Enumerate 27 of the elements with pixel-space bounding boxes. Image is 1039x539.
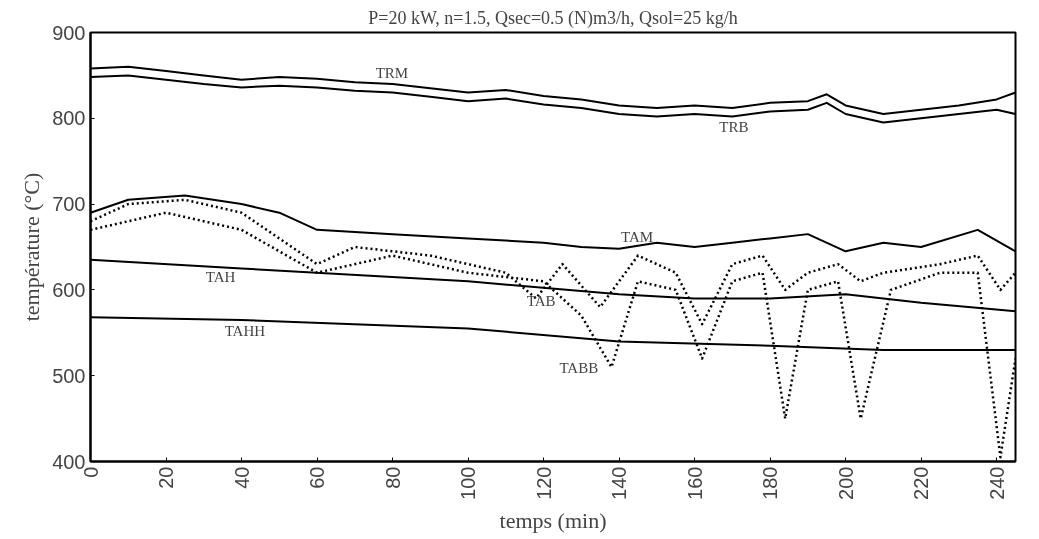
x-tick-label: 240 (985, 466, 1008, 500)
x-tick-label: 40 (230, 466, 253, 489)
x-tick-label: 80 (381, 466, 404, 489)
x-tick-label: 140 (608, 466, 631, 500)
x-tick-label: 160 (683, 466, 706, 500)
series-label: TAM (621, 228, 654, 245)
series-label: TRB (719, 119, 749, 136)
x-tick-label: 200 (834, 466, 857, 500)
series-label: TRM (375, 64, 409, 81)
series-label: TABB (559, 359, 599, 376)
series-label: TAH (205, 269, 236, 286)
x-tick-label: 100 (457, 466, 480, 500)
x-tick-label: 120 (532, 466, 555, 500)
series-label: TAB (526, 292, 556, 309)
x-tick-label: 180 (759, 466, 782, 500)
series-label: TAHH (224, 322, 266, 339)
y-axis-title: température (°C) (19, 172, 45, 322)
x-axis-title: temps (min) (499, 507, 607, 533)
x-tick-label: 60 (306, 466, 329, 489)
chart-title: P=20 kW, n=1.5, Qsec=0.5 (N)m3/h, Qsol=25 kg/h (368, 7, 738, 29)
y-tick-label: 700 (52, 193, 86, 216)
y-tick-label: 500 (52, 364, 86, 387)
x-tick-label: 20 (155, 466, 178, 489)
y-tick-label: 800 (52, 107, 86, 130)
x-tick-label: 220 (910, 466, 933, 500)
y-tick-label: 600 (52, 278, 86, 301)
y-tick-label: 900 (52, 21, 86, 44)
